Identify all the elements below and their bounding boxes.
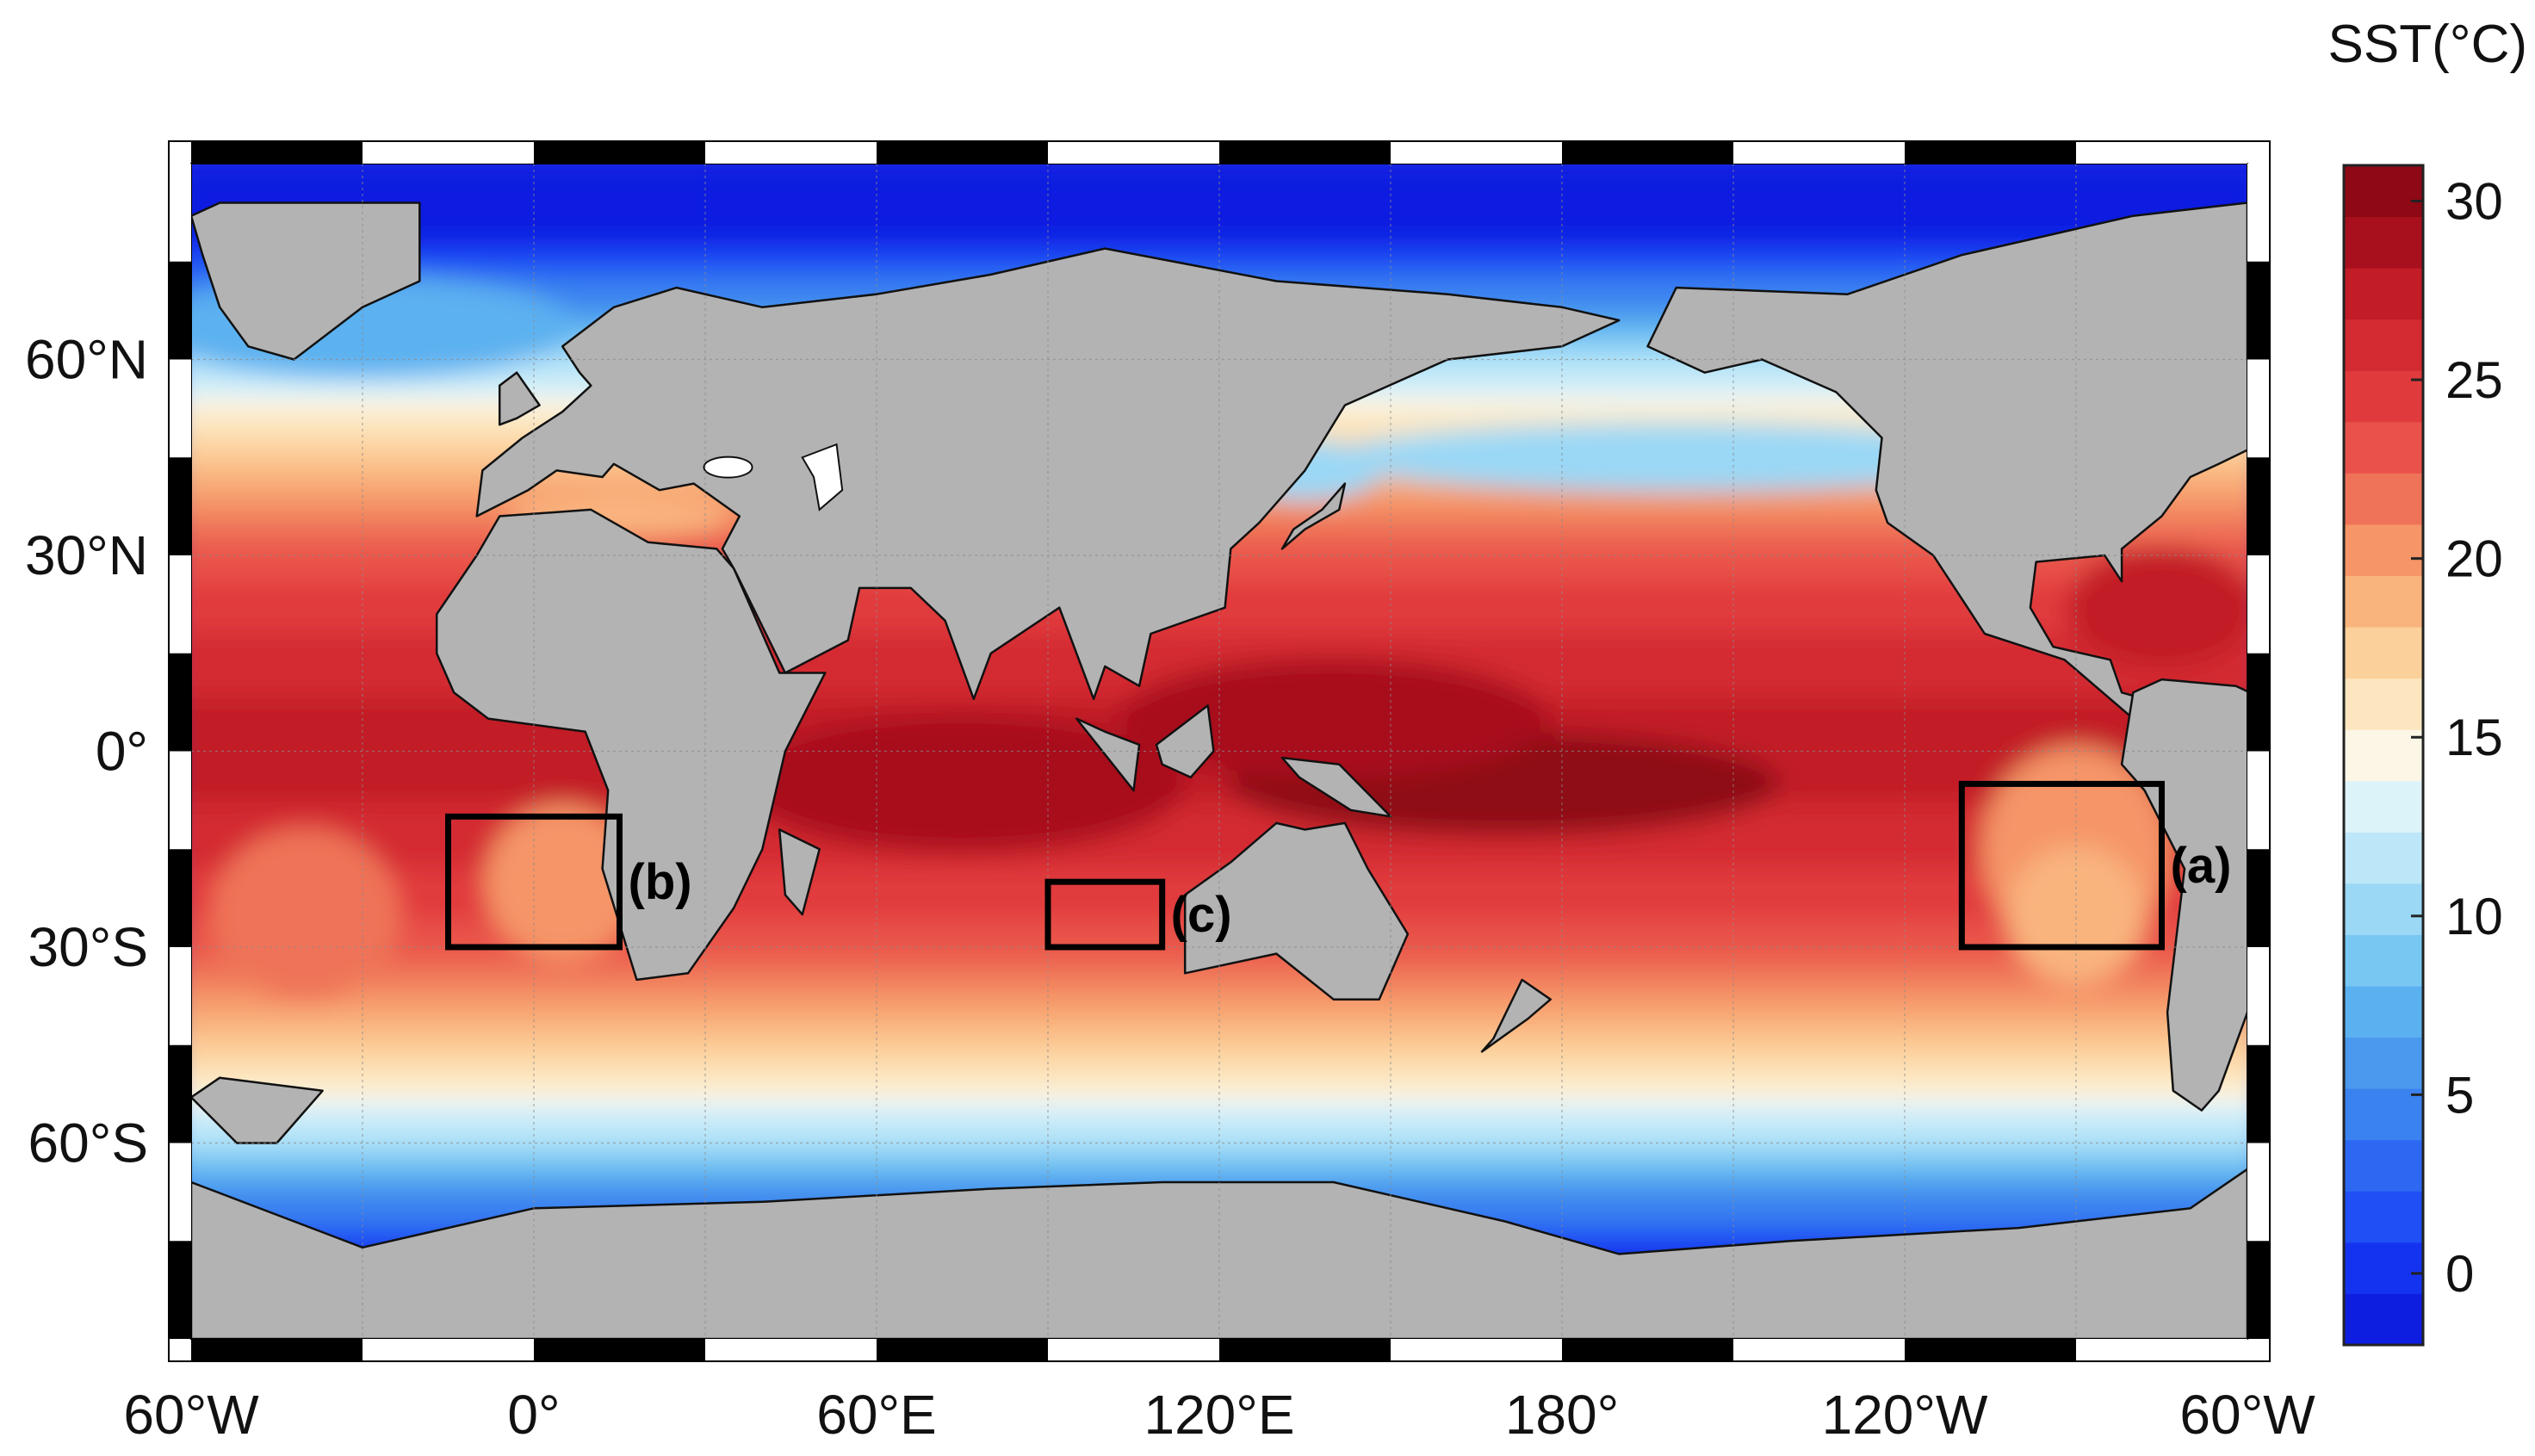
region-box-1 — [445, 813, 623, 951]
region-box-0 — [1958, 780, 2165, 951]
lat-tick-label-4: 60°S — [28, 1112, 148, 1174]
australia-land — [1183, 821, 1410, 1001]
madagascar-land — [778, 828, 821, 916]
eurasia-land — [475, 247, 1621, 701]
region-label-2: (c) — [1171, 887, 1232, 943]
colorbar-outline — [2342, 164, 2425, 1347]
caspian-sea — [801, 443, 844, 511]
colorbar-cell-12 — [2344, 678, 2423, 730]
colorbar-cell-14 — [2344, 575, 2423, 628]
colorbar-cell-20 — [2344, 268, 2423, 320]
colorbar-tick-label-4: 20 — [2445, 530, 2503, 588]
lon-tick-label-5: 120°W — [1822, 1384, 1988, 1446]
land-masses — [191, 201, 2247, 1339]
study-regions: (a) (b) (c) — [445, 780, 2232, 951]
colorbar-title: SST(°C) — [2328, 15, 2527, 74]
lat-tick-label-3: 30°S — [28, 916, 148, 978]
region-label-1: (b) — [629, 854, 692, 910]
colorbar-cells — [2344, 165, 2423, 1346]
region-box-2 — [1044, 878, 1166, 951]
colorbar-tick-label-0: 0 — [2445, 1245, 2474, 1303]
lon-tick-label-0: 60°W — [123, 1384, 259, 1446]
map-frame-checker — [168, 140, 2271, 1362]
new-guinea-land — [1280, 756, 1392, 818]
colorbar-cell-4 — [2344, 1088, 2423, 1141]
colorbar-cell-19 — [2344, 319, 2423, 371]
sumatra-land — [1075, 717, 1141, 792]
new-zealand-land — [1480, 978, 1552, 1053]
latitude-tick-labels: 60°N 30°N 0° 30°S 60°S — [25, 329, 148, 1174]
colorbar: SST(°C) 0 5 10 15 20 25 30 — [2328, 15, 2527, 1347]
colorbar-cell-22 — [2344, 165, 2423, 218]
lon-tick-label-4: 180° — [1505, 1384, 1619, 1446]
lat-tick-label-2: 0° — [96, 721, 148, 783]
colorbar-cell-15 — [2344, 524, 2423, 577]
colorbar-tick-label-5: 25 — [2445, 351, 2503, 409]
colorbar-cell-10 — [2344, 780, 2423, 833]
colorbar-cell-13 — [2344, 627, 2423, 679]
colorbar-ticks: 0 5 10 15 20 25 30 — [2411, 173, 2503, 1303]
colorbar-cell-1 — [2344, 1242, 2423, 1294]
south-america-land — [2120, 678, 2247, 1112]
borneo-land — [1155, 704, 1215, 779]
colorbar-cell-7 — [2344, 934, 2423, 987]
japan-land — [1280, 482, 1347, 550]
colorbar-cell-16 — [2344, 473, 2423, 525]
black-sea — [703, 455, 753, 479]
lon-tick-label-2: 60°E — [816, 1384, 936, 1446]
colorbar-cell-6 — [2344, 986, 2423, 1038]
antarctica-land — [191, 1168, 2247, 1339]
africa-land — [435, 508, 827, 982]
colorbar-tick-label-6: 30 — [2445, 173, 2503, 231]
lon-tick-label-6: 60°W — [2179, 1384, 2315, 1446]
colorbar-cell-5 — [2344, 1037, 2423, 1089]
longitude-tick-labels: 60°W 0° 60°E 120°E 180° 120°W 60°W — [123, 1384, 2315, 1446]
colorbar-cell-8 — [2344, 883, 2423, 935]
lat-tick-label-1: 30°N — [25, 524, 148, 586]
colorbar-cell-21 — [2344, 216, 2423, 269]
map-panel: (a) (b) (c) 60°W 0° 60°E 120°E 180° 120°W 60°W 6… — [25, 140, 2315, 1446]
britain-land — [498, 371, 541, 426]
lat-tick-label-0: 60°N — [25, 329, 148, 391]
region-label-0: (a) — [2171, 838, 2232, 894]
colorbar-cell-0 — [2344, 1293, 2423, 1346]
colorbar-cell-3 — [2344, 1139, 2423, 1192]
lon-tick-label-1: 0° — [507, 1384, 560, 1446]
colorbar-cell-9 — [2344, 832, 2423, 884]
colorbar-cell-11 — [2344, 729, 2423, 782]
lat-lon-grid — [191, 164, 2247, 1339]
colorbar-cell-17 — [2344, 421, 2423, 474]
colorbar-tick-label-2: 10 — [2445, 888, 2503, 945]
lon-tick-label-3: 120°E — [1144, 1384, 1294, 1446]
north-america-land — [1646, 201, 2247, 720]
colorbar-tick-label-1: 5 — [2445, 1066, 2474, 1124]
colorbar-tick-label-3: 15 — [2445, 709, 2503, 766]
colorbar-cell-18 — [2344, 370, 2423, 423]
colorbar-cell-2 — [2344, 1191, 2423, 1243]
south-georgia-land — [191, 1076, 324, 1144]
